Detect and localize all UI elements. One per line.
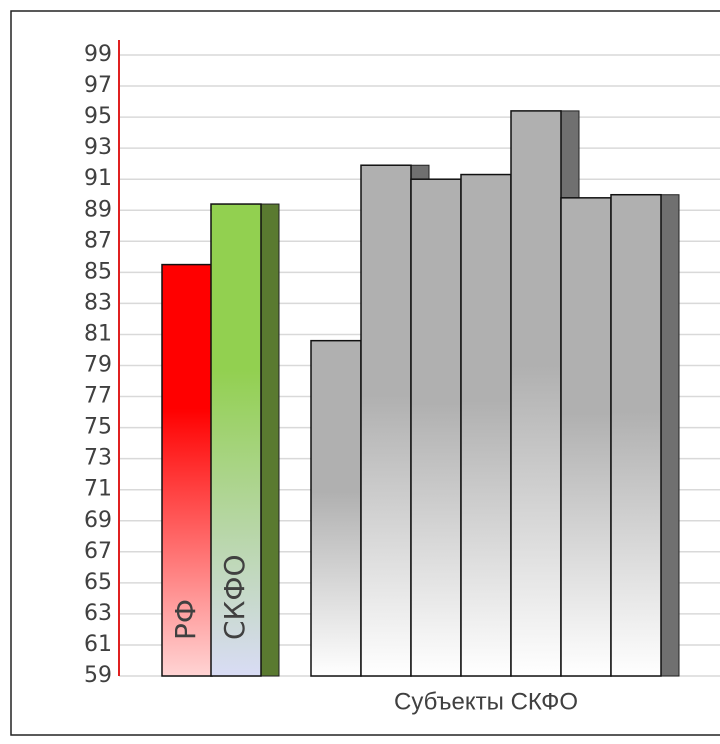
- y-tick-label: 83: [84, 290, 112, 315]
- y-tick-label: 85: [84, 259, 112, 284]
- bar: [510, 110, 562, 677]
- y-tick-label: 97: [84, 73, 112, 98]
- bar: [560, 197, 612, 677]
- y-tick-label: 93: [84, 135, 112, 160]
- bar-category-label: РФ: [169, 599, 202, 640]
- y-tick-label: 69: [84, 508, 112, 533]
- y-tick-label: 77: [84, 384, 112, 409]
- y-tick-label: 71: [84, 477, 112, 502]
- y-tick-label: 89: [84, 197, 112, 222]
- x-axis-label: Субъекты СКФО: [394, 688, 578, 715]
- bar-depth: [260, 203, 280, 677]
- y-tick-label: 61: [84, 632, 112, 657]
- bar: [310, 339, 362, 677]
- y-tick-label: 75: [84, 415, 112, 440]
- y-tick-label: 99: [84, 42, 112, 67]
- y-tick-label: 95: [84, 104, 112, 129]
- bar: [610, 193, 662, 677]
- y-tick-label: 79: [84, 353, 112, 378]
- bar-depth: [660, 194, 680, 677]
- bar: [360, 164, 412, 677]
- y-tick-label: 87: [84, 228, 112, 253]
- bar-category-label: СКФО: [218, 554, 251, 640]
- y-tick-label: 65: [84, 570, 112, 595]
- bar: [460, 173, 512, 677]
- bar: [210, 203, 262, 677]
- y-tick-label: 91: [84, 166, 112, 191]
- y-tick-label: 81: [84, 321, 112, 346]
- y-tick-label: 73: [84, 446, 112, 471]
- bar: [161, 263, 213, 677]
- y-tick-label: 63: [84, 601, 112, 626]
- bar: [410, 178, 462, 677]
- y-tick-label: 59: [84, 663, 112, 688]
- y-tick-label: 67: [84, 539, 112, 564]
